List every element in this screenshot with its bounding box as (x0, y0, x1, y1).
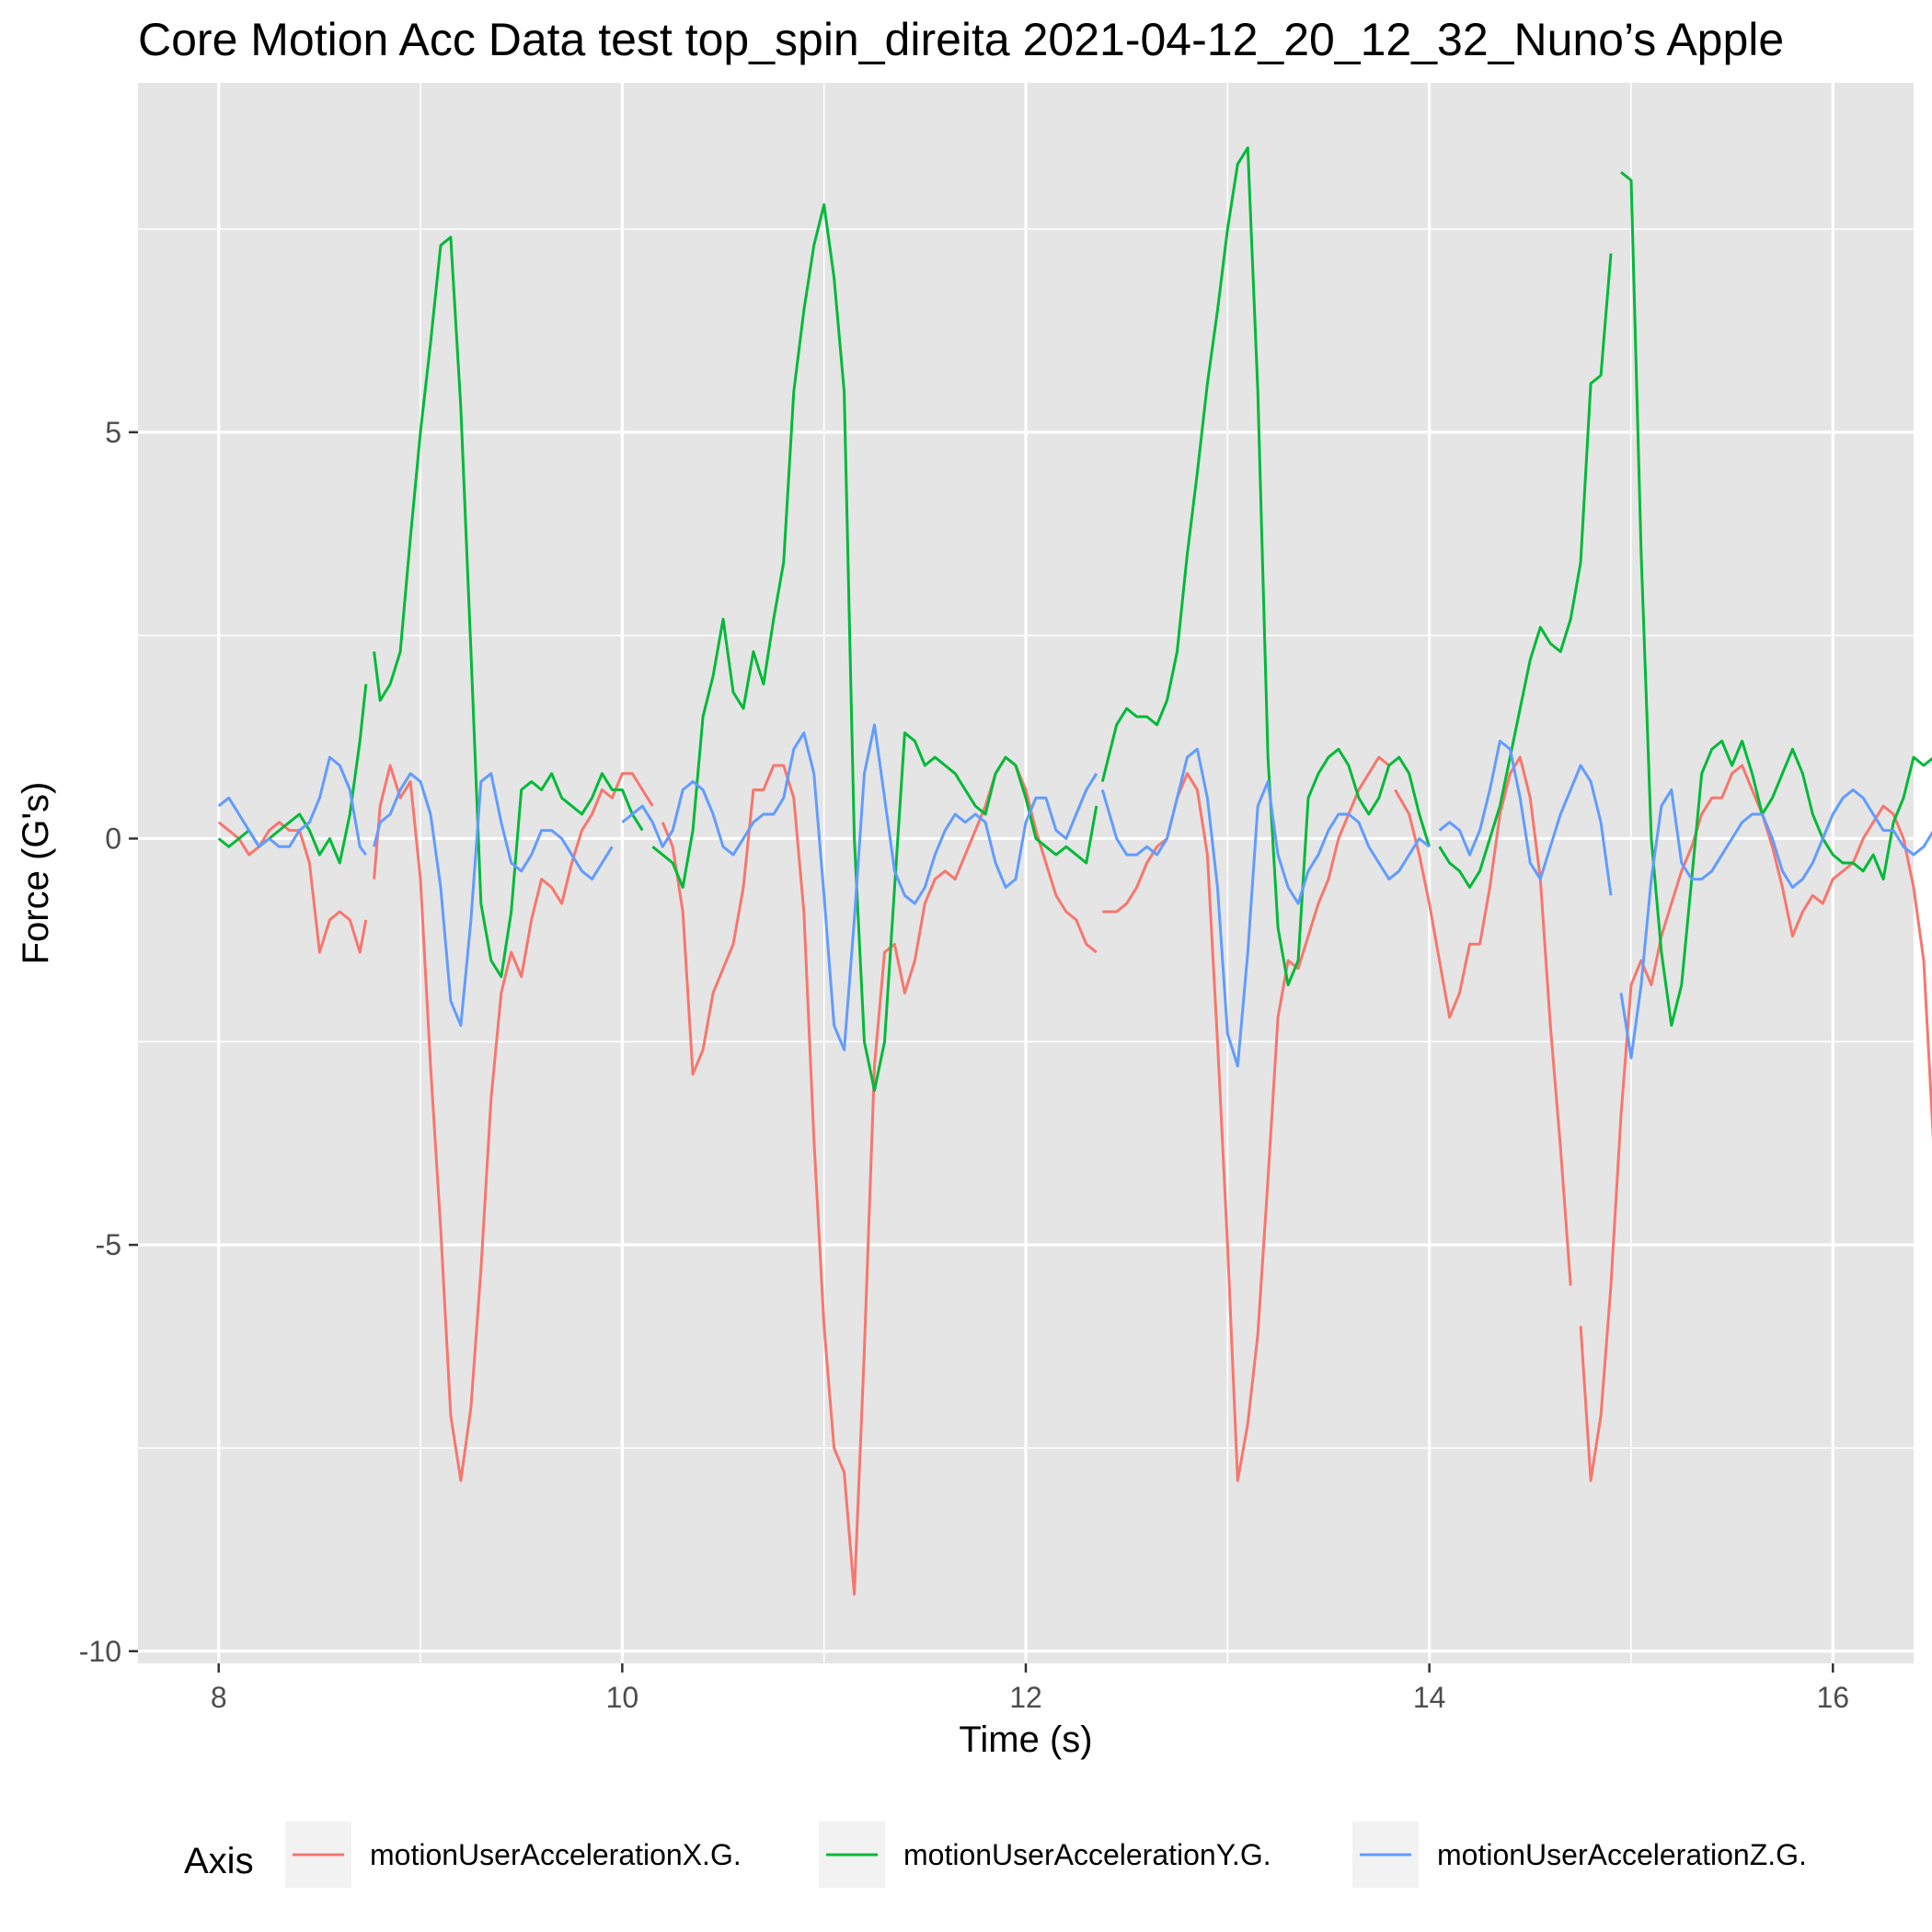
y-tick-label: -5 (96, 1228, 121, 1261)
series-layer (217, 146, 1932, 1596)
x-axis-title: Time (s) (959, 1719, 1092, 1760)
x-tick-label: 16 (1816, 1681, 1849, 1714)
series-line (373, 236, 644, 979)
y-axis-title: Force (G's) (16, 782, 56, 965)
y-tick-label: -10 (79, 1635, 121, 1668)
chart-title: Core Motion Acc Data test top_spin_direi… (138, 14, 1784, 65)
series-line (373, 764, 654, 1482)
series-line (1579, 764, 1932, 1482)
axes: 8 10 12 14 16 -10 -5 0 5 (79, 416, 1849, 1714)
x-tick-label: 14 (1413, 1681, 1446, 1714)
legend-label: motionUserAccelerationY.G. (903, 1838, 1271, 1871)
series-3 (217, 723, 1932, 1068)
series-line (217, 755, 367, 856)
series-line (661, 755, 1098, 1596)
y-tick-label: 5 (105, 416, 121, 449)
x-tick-label: 8 (211, 1681, 227, 1714)
series-line (217, 684, 368, 865)
series-line (1438, 740, 1613, 896)
legend-label: motionUserAccelerationZ.G. (1437, 1838, 1807, 1871)
series-line (1619, 788, 1932, 1060)
series-line (373, 772, 614, 1028)
series-line (1620, 171, 1932, 1028)
series-line (651, 203, 1098, 1092)
y-tick-label: 0 (105, 822, 121, 855)
x-tick-label: 10 (606, 1681, 639, 1714)
legend-title: Axis (184, 1841, 254, 1881)
legend: Axis motionUserAccelerationX.G. motionUse… (184, 1822, 1807, 1888)
x-tick-label: 12 (1009, 1681, 1042, 1714)
series-line (621, 723, 1098, 1052)
series-2 (217, 146, 1932, 1092)
series-line (217, 821, 368, 954)
series-line (1394, 755, 1572, 1286)
series-line (1100, 747, 1431, 1068)
grid (138, 83, 1914, 1663)
series-line (1100, 146, 1432, 986)
series-line (1438, 253, 1613, 889)
legend-label: motionUserAccelerationX.G. (370, 1838, 742, 1871)
